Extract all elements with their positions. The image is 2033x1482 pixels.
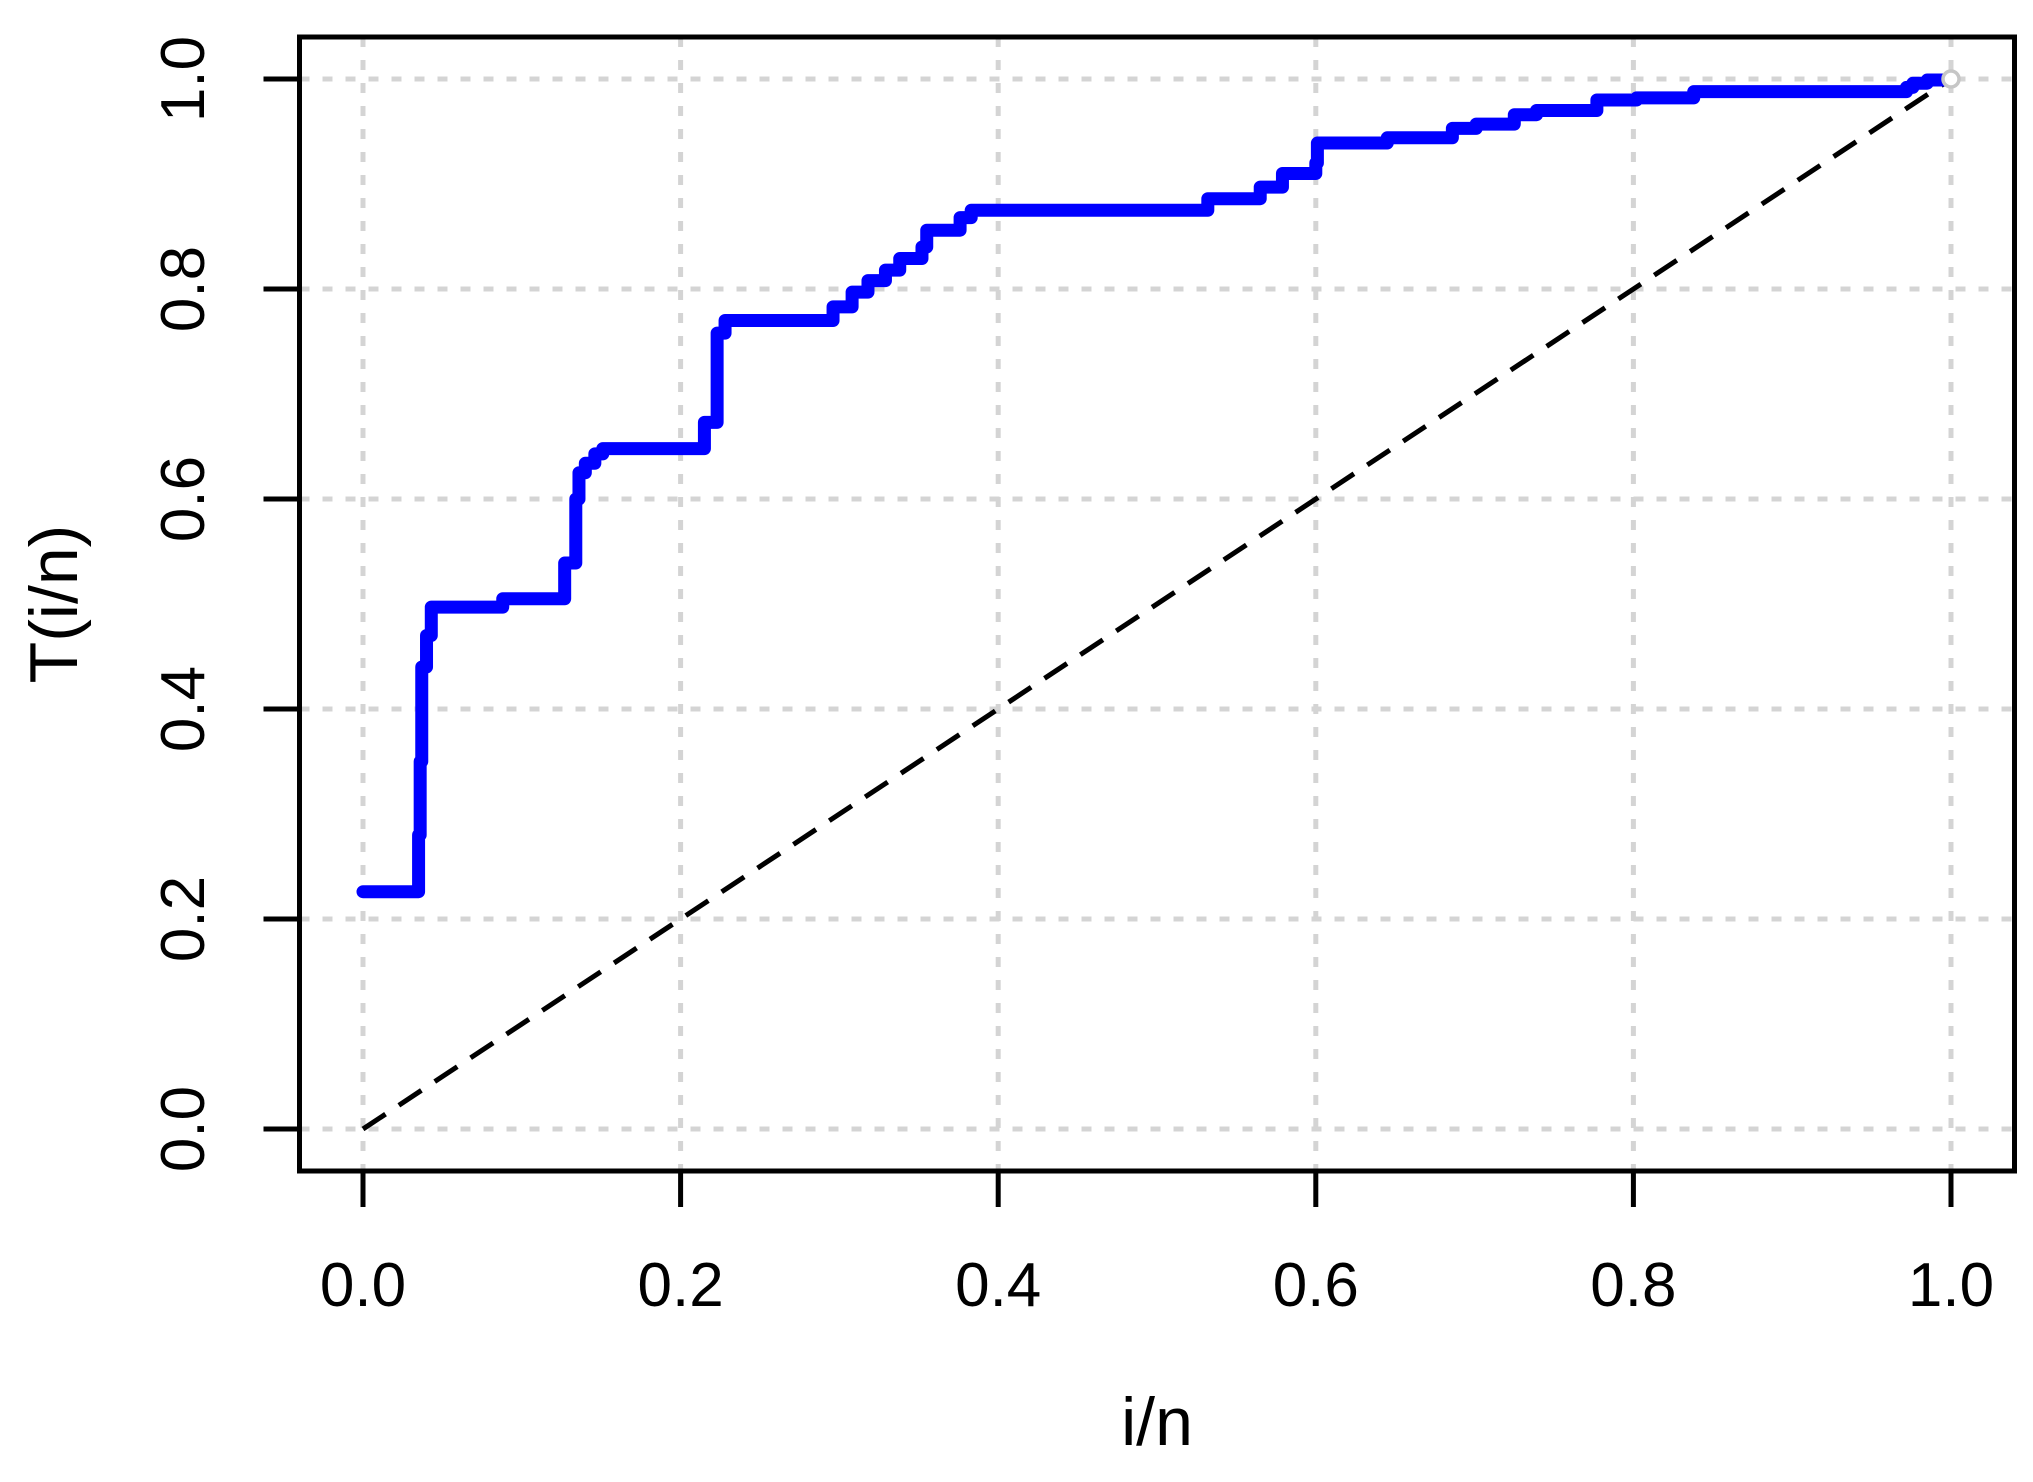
y-tick-label: 0.2 (149, 876, 218, 962)
y-axis-title: T(i/n) (16, 525, 92, 684)
axis-layer: 0.0 0.2 0.4 0.6 0.8 1.0 0.0 0.2 0.4 0.6 0.8 1.0 (149, 36, 1994, 1320)
y-tick-label: 0.6 (149, 456, 218, 542)
plot-border-box (297, 34, 2017, 1174)
endpoint-marker (1941, 69, 1961, 89)
x-tick-label: 0.6 (1273, 1251, 1359, 1320)
y-tick-label: 0.0 (149, 1086, 218, 1172)
grid-layer (299, 37, 2015, 1171)
x-tick-label: 1.0 (1908, 1251, 1994, 1320)
series-layer (356, 69, 1961, 1132)
x-tick-label: 0.8 (1590, 1251, 1676, 1320)
empirical-step-curve (356, 72, 1958, 899)
y-tick-label: 0.8 (149, 246, 218, 332)
y-tick-label: 1.0 (149, 36, 218, 122)
diagonal-reference-line (361, 76, 1953, 1132)
x-tick-label: 0.2 (637, 1251, 723, 1320)
y-tick-label: 0.4 (149, 666, 218, 752)
x-axis-title: i/n (1121, 1384, 1193, 1460)
x-tick-label: 0.0 (320, 1251, 406, 1320)
x-tick-label: 0.4 (955, 1251, 1041, 1320)
plot-frame (297, 34, 2017, 1174)
